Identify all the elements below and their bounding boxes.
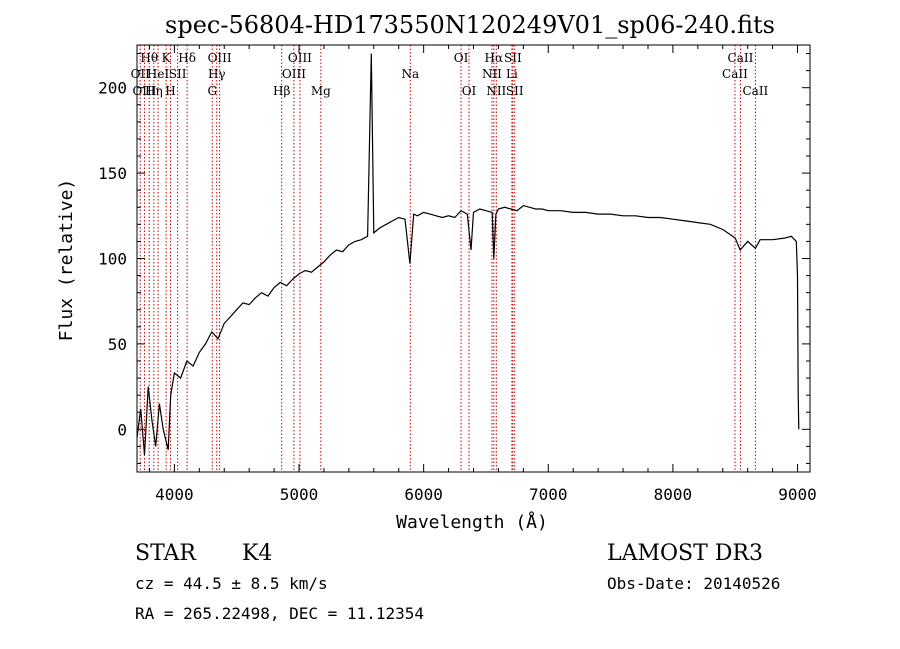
emission-line-label: K — [162, 51, 172, 65]
redshift-cz: cz = 44.5 ± 8.5 km/s — [135, 574, 328, 593]
x-axis-ticks: 4000 5000 6000 7000 8000 9000 — [148, 45, 817, 504]
y-tick-label: 50 — [108, 335, 127, 354]
emission-line-label: SII — [169, 67, 187, 81]
y-tick-label: 0 — [117, 420, 127, 439]
emission-line-label: OIII — [288, 51, 312, 65]
object-class: STAR — [135, 541, 197, 566]
emission-line-label: SII — [504, 51, 522, 65]
emission-line-label: Mg — [311, 84, 331, 98]
flux-series-line — [136, 53, 800, 455]
y-tick-label: 150 — [98, 164, 127, 183]
emission-line-label: Hδ — [178, 51, 196, 65]
emission-line-label: CaII — [722, 67, 748, 81]
observation-date: Obs-Date: 20140526 — [607, 574, 780, 593]
x-axis-label: Wavelength (Å) — [396, 511, 548, 533]
emission-line-label: CaII — [728, 51, 754, 65]
emission-line-label: OIII — [282, 67, 306, 81]
emission-line-label: OII — [131, 67, 151, 81]
emission-line-label: OI — [454, 51, 469, 65]
emission-line-markers — [139, 45, 756, 472]
emission-line-label: Hη — [145, 84, 163, 98]
x-tick-label: 5000 — [280, 485, 319, 504]
emission-line-labels: OIIOIIIHθHηHeIKHSIIHδGHγOIIIHβOIIIOIIIMg… — [131, 51, 769, 98]
emission-line-label: NII — [486, 84, 506, 98]
emission-line-label: Hα — [485, 51, 504, 65]
emission-line-label: OI — [462, 84, 477, 98]
x-tick-label: 6000 — [404, 485, 443, 504]
chart-title: spec-56804-HD173550N120249V01_sp06-240.f… — [165, 11, 775, 39]
emission-line-label: Li — [506, 67, 518, 81]
object-subclass: K4 — [242, 541, 272, 566]
emission-line-label: Hθ — [140, 51, 158, 65]
emission-line-label: Hγ — [208, 67, 226, 81]
emission-line-label: OIII — [208, 51, 232, 65]
y-tick-label: 200 — [98, 79, 127, 98]
x-tick-label: 8000 — [654, 485, 693, 504]
emission-line-label: G — [207, 84, 217, 98]
emission-line-label: NII — [482, 67, 502, 81]
emission-line-label: H — [165, 84, 175, 98]
y-axis-ticks: 0 50 100 150 200 — [98, 53, 810, 464]
y-axis-label: Flux (relative) — [56, 179, 77, 342]
survey-name: LAMOST DR3 — [607, 541, 763, 566]
x-tick-label: 4000 — [155, 485, 194, 504]
y-tick-label: 100 — [98, 250, 127, 269]
x-tick-label: 7000 — [529, 485, 568, 504]
emission-line-label: SII — [506, 84, 524, 98]
x-tick-label: 9000 — [778, 485, 817, 504]
emission-line-label: HeI — [147, 67, 170, 81]
emission-line-label: CaII — [742, 84, 768, 98]
emission-line-label: Hβ — [273, 84, 290, 98]
ra-dec: RA = 265.22498, DEC = 11.12354 — [135, 604, 424, 623]
plot-frame — [136, 44, 811, 473]
emission-line-label: Na — [401, 67, 419, 81]
